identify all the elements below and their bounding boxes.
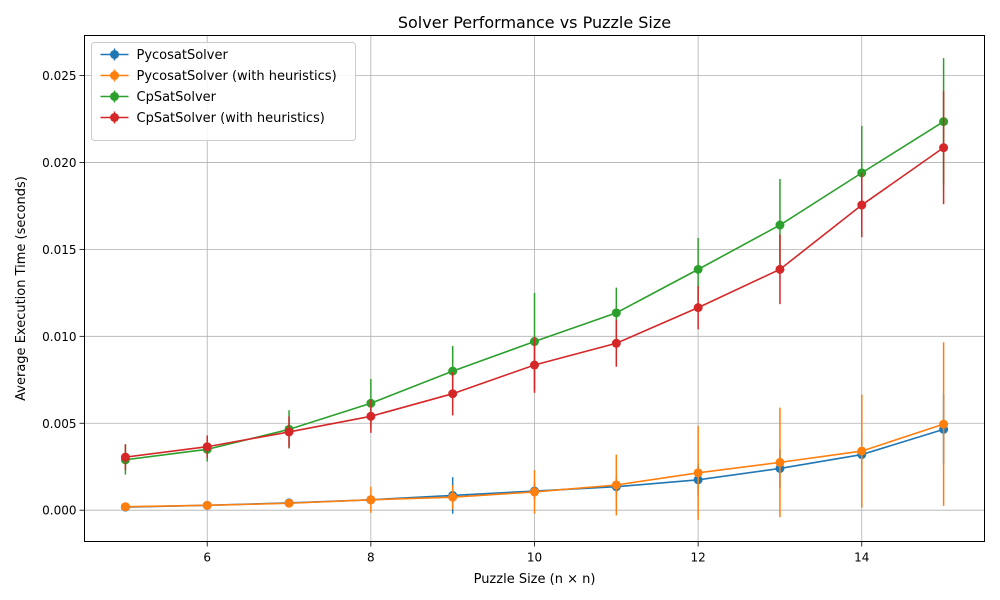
x-tick-label: 14 (854, 551, 869, 565)
series-2 (120, 342, 949, 520)
legend-label: PycosatSolver (137, 48, 229, 63)
x-axis-ticks: 6 8 10 12 14 (203, 541, 869, 565)
data-point (448, 492, 458, 502)
legend-marker (110, 92, 119, 101)
y-tick-label: 0.005 (42, 417, 76, 431)
data-point (120, 502, 130, 512)
data-point (448, 389, 458, 399)
data-point (366, 411, 376, 421)
series-4 (120, 91, 949, 471)
data-point (693, 303, 703, 313)
data-point (775, 457, 785, 467)
chart-title: Solver Performance vs Puzzle Size (398, 13, 671, 32)
data-point (120, 452, 130, 462)
data-point (202, 442, 212, 452)
y-tick-label: 0.025 (42, 69, 76, 83)
data-point (611, 308, 621, 318)
data-point (939, 419, 949, 429)
data-point (939, 143, 949, 153)
legend-box (91, 42, 356, 141)
data-point (448, 366, 458, 376)
data-point (530, 360, 539, 370)
y-tick-label: 0.015 (42, 243, 76, 257)
data-point (202, 500, 212, 510)
data-point (775, 220, 785, 230)
y-tick-label: 0.000 (42, 504, 76, 518)
legend-entry: PycosatSolver (100, 48, 229, 63)
data-point (284, 498, 294, 508)
y-tick-label: 0.020 (42, 156, 76, 170)
legend-label: CpSatSolver (137, 90, 217, 105)
data-point (611, 338, 621, 348)
y-axis-ticks: 0.000 0.005 0.010 0.015 0.020 0.025 (42, 69, 85, 518)
y-axis-label: Average Execution Time (seconds) (14, 176, 29, 401)
y-tick-label: 0.010 (42, 330, 76, 344)
data-point (693, 468, 703, 478)
data-point (611, 480, 621, 490)
legend-marker (110, 71, 119, 80)
data-point (530, 487, 539, 497)
legend-label: PycosatSolver (with heuristics) (137, 69, 337, 84)
x-tick-label: 8 (367, 551, 375, 565)
data-point (693, 264, 703, 274)
data-point (775, 264, 785, 274)
legend-entry: PycosatSolver (with heuristics) (100, 69, 337, 84)
legend-label: CpSatSolver (with heuristics) (137, 111, 325, 126)
legend: PycosatSolver PycosatSolver (with heurist… (91, 42, 356, 141)
legend-entry: CpSatSolver (with heuristics) (100, 111, 325, 126)
data-point (857, 200, 867, 210)
legend-marker (110, 113, 119, 122)
data-point (284, 427, 294, 437)
x-tick-label: 10 (527, 551, 542, 565)
x-tick-label: 12 (690, 551, 705, 565)
x-tick-label: 6 (203, 551, 211, 565)
legend-marker (110, 50, 119, 59)
series-layer (120, 58, 949, 520)
data-point (366, 495, 376, 505)
data-point (857, 446, 867, 456)
x-axis-label: Puzzle Size (n × n) (474, 572, 596, 587)
legend-entry: CpSatSolver (100, 90, 217, 105)
